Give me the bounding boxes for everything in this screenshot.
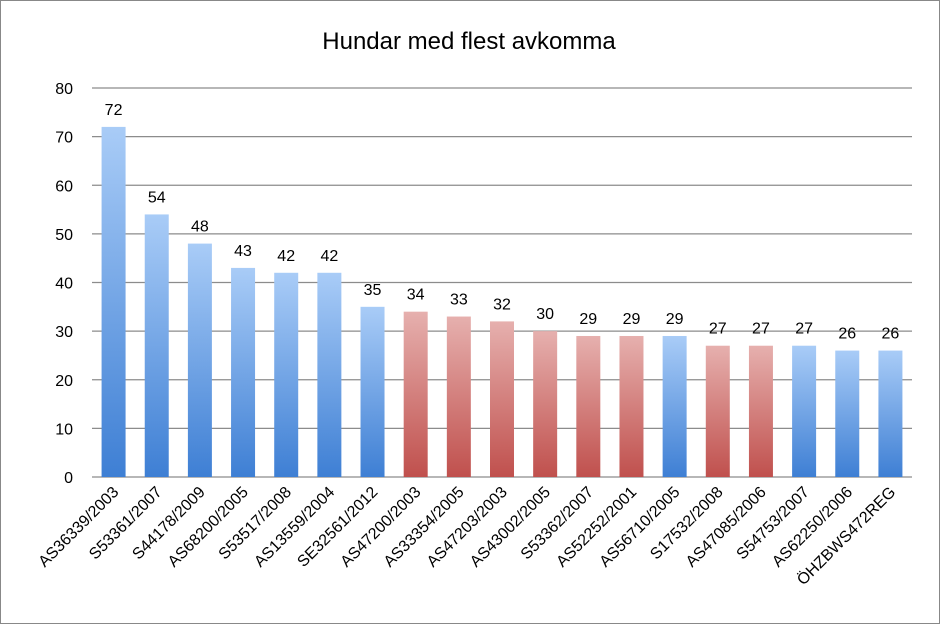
data-label: 43 <box>234 243 252 260</box>
data-label: 34 <box>407 287 425 304</box>
bar <box>446 316 471 477</box>
data-label: 29 <box>623 311 641 328</box>
chart-title: Hundar med flest avkomma <box>322 28 616 55</box>
bar <box>490 321 514 477</box>
data-label: 33 <box>450 292 468 309</box>
data-label: 35 <box>364 282 382 299</box>
data-label: 26 <box>882 326 900 343</box>
data-label: 54 <box>148 189 166 206</box>
data-label: 42 <box>277 248 295 265</box>
bar <box>878 350 903 477</box>
data-label: 27 <box>752 321 770 338</box>
bar <box>360 306 385 477</box>
y-tick-label: 30 <box>55 324 73 341</box>
data-label: 27 <box>709 321 727 338</box>
y-axis-ticks: 0 10 20 30 40 50 60 70 80 <box>55 81 73 487</box>
bar <box>705 345 730 477</box>
bar <box>274 272 299 477</box>
bar <box>317 272 342 477</box>
bars <box>101 126 903 478</box>
bar <box>619 335 644 477</box>
bar <box>748 345 773 477</box>
y-tick-label: 70 <box>55 130 73 147</box>
data-label: 27 <box>795 321 813 338</box>
bar <box>576 335 601 477</box>
bar <box>144 214 169 478</box>
y-tick-label: 0 <box>64 470 73 487</box>
y-tick-label: 60 <box>55 178 73 195</box>
bar <box>792 345 817 477</box>
bar <box>835 350 860 477</box>
data-label: 30 <box>536 306 554 323</box>
data-label: 42 <box>320 248 338 265</box>
bar <box>403 311 428 477</box>
bar <box>662 335 687 477</box>
y-tick-label: 20 <box>55 373 73 390</box>
y-tick-label: 10 <box>55 421 73 438</box>
data-labels: 72 54 48 43 42 42 35 34 33 32 30 29 29 29 27 27 27 26 26 <box>105 102 900 343</box>
data-label: 26 <box>838 326 856 343</box>
bar <box>231 267 256 477</box>
data-label: 29 <box>579 311 597 328</box>
data-label: 48 <box>191 219 209 236</box>
data-label: 32 <box>493 296 511 313</box>
y-tick-label: 50 <box>55 227 73 244</box>
y-tick-label: 80 <box>55 81 73 98</box>
bar <box>187 243 212 477</box>
data-label: 29 <box>666 311 684 328</box>
data-label: 72 <box>105 102 123 119</box>
bar <box>101 126 126 478</box>
x-axis-labels: AS36339/2003S53361/2007S44178/2009AS6820… <box>36 483 900 589</box>
bar <box>533 331 558 477</box>
y-tick-label: 40 <box>55 276 73 293</box>
